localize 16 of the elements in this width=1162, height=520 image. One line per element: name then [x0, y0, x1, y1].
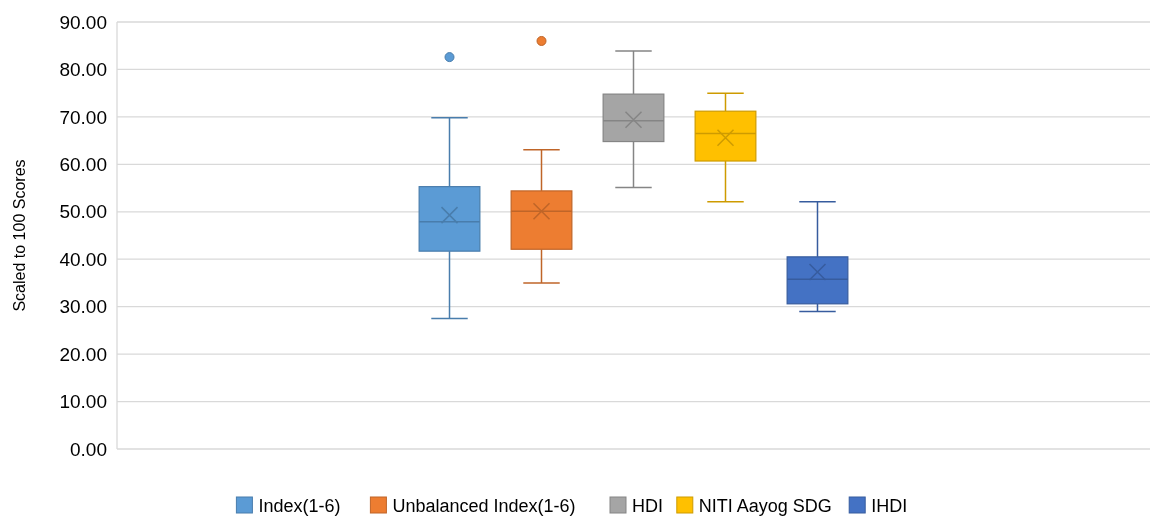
y-tick-label: 20.00 — [59, 343, 107, 365]
y-tick-label: 80.00 — [59, 59, 107, 81]
y-tick-label: 70.00 — [59, 106, 107, 128]
y-axis-title: Scaled to 100 Scores — [10, 159, 28, 312]
legend-label: Unbalanced Index(1-6) — [392, 496, 576, 517]
legend-label: HDI — [632, 496, 663, 517]
y-tick-label: 30.00 — [59, 296, 107, 318]
legend-label: IHDI — [871, 496, 908, 517]
legend-label: NITI Aayog SDG — [698, 496, 832, 517]
legend-label: Index(1-6) — [258, 496, 341, 517]
y-tick-label: 60.00 — [59, 153, 107, 175]
y-tick-label: 40.00 — [59, 248, 107, 270]
y-tick-label: 10.00 — [59, 391, 107, 413]
y-tick-label: 90.00 — [59, 11, 107, 33]
y-tick-label: 50.00 — [59, 201, 107, 223]
y-tick-label: 0.00 — [70, 438, 107, 460]
